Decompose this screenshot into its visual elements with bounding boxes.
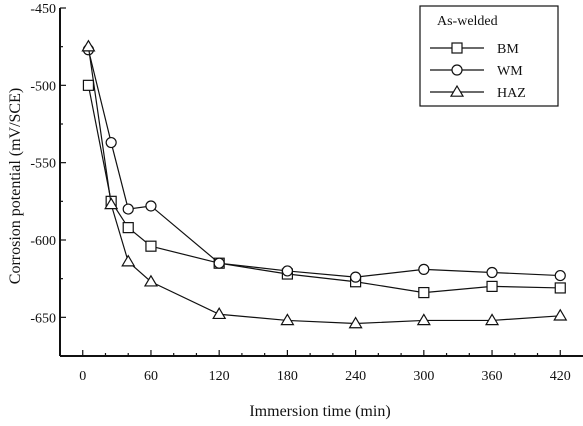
data-point-haz <box>484 313 500 326</box>
series-wm <box>82 44 566 283</box>
data-point-haz <box>121 254 136 267</box>
legend-item-wm: WM <box>430 64 523 79</box>
data-point-bm <box>554 282 566 294</box>
y-tick-label: -450 <box>30 2 56 17</box>
legend-title: As-welded <box>437 14 498 29</box>
data-point-wm <box>145 200 157 212</box>
data-point-wm <box>281 265 293 277</box>
data-point-haz <box>81 39 96 52</box>
data-point-bm <box>486 280 498 292</box>
x-tick-label: 240 <box>345 369 366 384</box>
series-line-haz <box>87 46 561 325</box>
data-point-bm <box>418 286 430 299</box>
data-point-haz <box>416 313 431 326</box>
legend-item-haz: HAZ <box>430 84 526 101</box>
series-layer <box>81 39 568 329</box>
legend: As-welded BM WM HAZ <box>419 5 559 107</box>
y-axis-ticks: -450 -500 -550 -600 -650 <box>30 2 66 357</box>
series-bm <box>82 79 566 299</box>
y-tick-label: -500 <box>30 79 56 94</box>
x-tick-label: 0 <box>79 369 86 384</box>
y-axis-title: Corrosion potential (mV/SCE) <box>7 88 24 284</box>
legend-item-bm: BM <box>430 42 519 57</box>
data-point-wm <box>554 269 566 282</box>
y-tick-label: -650 <box>30 311 56 326</box>
data-point-wm <box>213 257 225 269</box>
x-tick-label: 180 <box>277 369 298 384</box>
data-point-wm <box>486 266 498 279</box>
plot-area <box>59 8 583 357</box>
x-axis-ticks: 0 60 120 180 240 300 360 420 <box>79 350 571 384</box>
x-axis-title: Immersion time (min) <box>249 403 390 420</box>
legend-label-bm: BM <box>497 42 519 57</box>
x-tick-label: 300 <box>413 369 434 384</box>
legend-label-wm: WM <box>497 64 523 79</box>
data-point-bm <box>122 222 134 234</box>
data-point-haz <box>143 274 159 287</box>
data-point-haz <box>104 197 119 210</box>
y-tick-label: -600 <box>30 234 56 249</box>
legend-box <box>419 5 559 107</box>
data-point-wm <box>350 271 362 283</box>
y-tick-label: -550 <box>30 157 56 172</box>
x-tick-label: 60 <box>144 369 158 384</box>
x-tick-label: 360 <box>482 369 503 384</box>
x-tick-label: 120 <box>209 369 230 384</box>
legend-marker-bm <box>451 42 463 54</box>
series-line-bm <box>87 85 561 294</box>
data-point-wm <box>105 136 117 149</box>
series-haz <box>81 39 568 329</box>
legend-marker-wm <box>451 64 463 76</box>
data-point-wm <box>122 203 134 215</box>
data-point-wm <box>418 263 430 275</box>
data-point-bm <box>82 79 95 91</box>
x-tick-label: 420 <box>550 369 571 384</box>
series-line-wm <box>87 49 561 278</box>
data-point-haz <box>280 313 295 326</box>
legend-label-haz: HAZ <box>497 86 526 101</box>
legend-items: BM WM HAZ <box>430 42 526 101</box>
legend-marker-haz <box>449 84 465 97</box>
data-point-haz <box>212 307 227 320</box>
data-point-bm <box>145 240 157 252</box>
data-point-haz <box>348 316 363 329</box>
data-point-haz <box>553 308 568 321</box>
